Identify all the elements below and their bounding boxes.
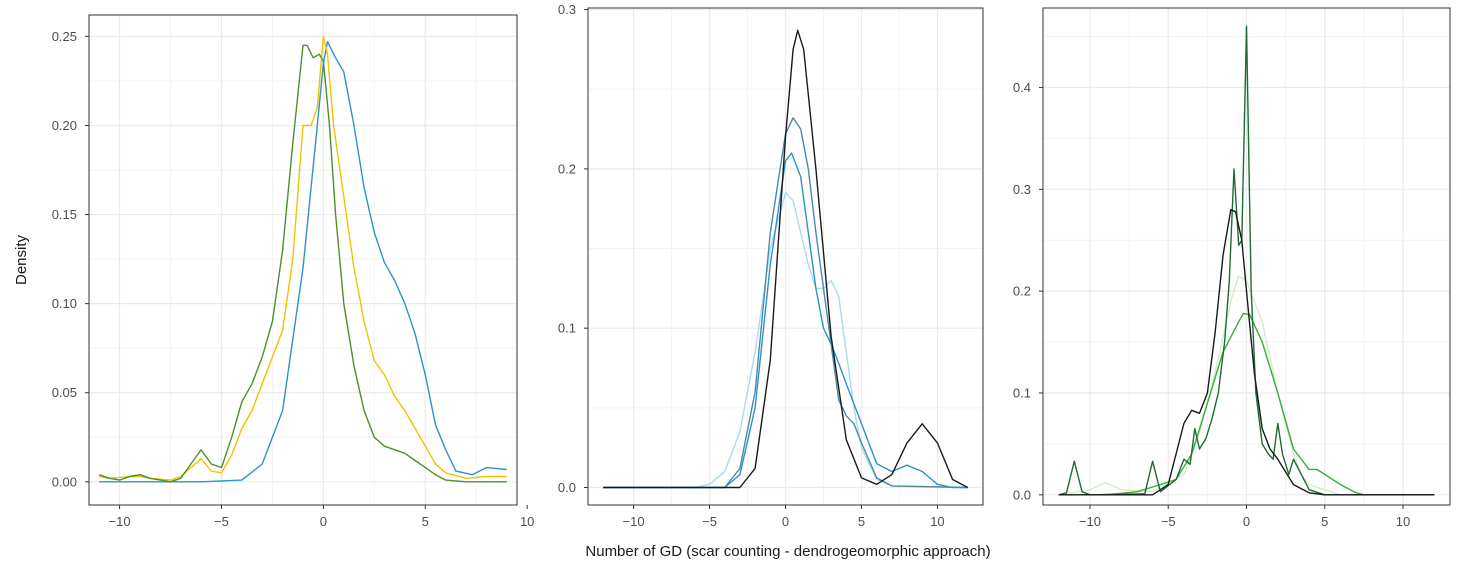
x-tick-label: 5	[1321, 514, 1328, 529]
x-axis-title: Number of GD (scar counting - dendrogeom…	[585, 543, 990, 560]
panel-2: −10 −5 0 5 10 0.0 0.1 0.2 0.3	[558, 2, 984, 529]
x-tick-label: 10	[930, 514, 944, 529]
density-line-3	[1058, 25, 1435, 496]
y-tick-label: 0.20	[52, 118, 77, 133]
y-tick-label: 0.1	[558, 321, 576, 336]
panel-border	[88, 14, 518, 506]
x-tick-label: −5	[702, 514, 717, 529]
density-line-4	[1058, 209, 1435, 496]
panel-3: −10 −5 0 5 10 0.0 0.1 0.2 0.3 0.4	[1013, 7, 1451, 529]
y-tick-label: 0.3	[558, 2, 576, 17]
density-line-4	[603, 29, 969, 489]
x-tick-label: −5	[1161, 514, 1176, 529]
x-tick-label: 5	[422, 514, 429, 529]
y-tick-label: 0.2	[1013, 284, 1031, 299]
y-tick-label: 0.00	[52, 474, 77, 489]
y-tick-label: 0.15	[52, 207, 77, 222]
x-tick-label: −10	[1079, 514, 1101, 529]
density-line-2	[603, 117, 968, 489]
y-tick-label: 0.2	[558, 161, 576, 176]
x-tick-label: −10	[109, 514, 131, 529]
x-tick-label: 10	[520, 514, 534, 529]
density-line-3	[98, 44, 507, 483]
x-tick-label: 0	[320, 514, 327, 529]
y-tick-label: 0.25	[52, 29, 77, 44]
x-tick-label: −10	[623, 514, 645, 529]
panel-1: −10 −5 0 5 10 0.00 0.05 0.10 0.15 0.20 0.25	[52, 14, 534, 529]
density-line-2	[99, 35, 507, 481]
x-tick-label: 5	[858, 514, 865, 529]
y-tick-label: 0.10	[52, 296, 77, 311]
x-tick-label: 0	[1243, 514, 1250, 529]
x-tick-label: 0	[782, 514, 789, 529]
y-tick-label: 0.0	[1013, 487, 1031, 502]
y-tick-label: 0.0	[558, 480, 576, 495]
y-axis-title: Density	[13, 234, 30, 285]
density-line-1	[99, 41, 507, 483]
x-tick-label: 10	[1396, 514, 1410, 529]
y-tick-label: 0.05	[52, 385, 77, 400]
density-line-2	[1058, 312, 1435, 496]
x-tick-label: −5	[214, 514, 229, 529]
y-tick-label: 0.1	[1013, 385, 1031, 400]
y-tick-label: 0.3	[1013, 182, 1031, 197]
density-line-3	[603, 152, 968, 489]
y-tick-label: 0.4	[1013, 80, 1031, 95]
density-line-1	[1058, 275, 1435, 496]
density-line-1	[603, 192, 968, 489]
